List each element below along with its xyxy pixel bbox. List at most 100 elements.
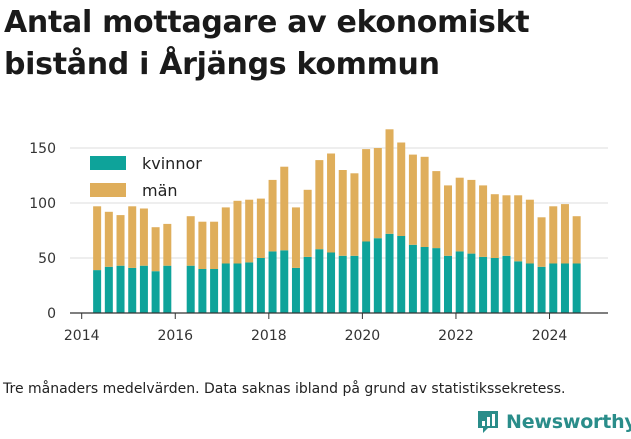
bar-kvinnor (291, 267, 300, 313)
bar-kvinnor (268, 251, 277, 313)
bar-kvinnor (221, 263, 230, 313)
bar-man (268, 179, 277, 252)
bar-man (128, 206, 137, 268)
bar-man (163, 223, 172, 266)
bar-man (479, 185, 488, 257)
bar-kvinnor (502, 255, 511, 313)
y-axis: 0 50 100 150 (29, 141, 56, 322)
bar-man (444, 185, 453, 256)
legend-swatch-man (90, 183, 126, 197)
bar-kvinnor (455, 251, 464, 313)
newsworthy-logo-icon (478, 411, 498, 433)
bar-man (560, 204, 569, 264)
bar-man (280, 166, 289, 251)
bar-man (245, 199, 254, 263)
bar-man (104, 211, 113, 267)
x-tick-label: 2014 (64, 328, 100, 344)
bar-kvinnor (560, 263, 569, 313)
bar-kvinnor (432, 248, 441, 313)
x-axis: 2014 2016 2018 2020 2022 2024 (64, 312, 608, 344)
bar-man (303, 189, 312, 257)
bar-kvinnor (327, 252, 336, 313)
bar-man (549, 206, 558, 264)
bar-man (151, 227, 160, 272)
bar-kvinnor (198, 269, 207, 313)
bar-man (233, 200, 242, 264)
bar-man (373, 148, 382, 239)
y-tick-label: 0 (47, 306, 56, 322)
bar-man (210, 221, 219, 269)
bar-man (537, 217, 546, 267)
bar-man (432, 171, 441, 249)
bar-man (221, 207, 230, 264)
bar-man (385, 129, 394, 234)
bar-kvinnor (93, 270, 102, 313)
bar-kvinnor (256, 258, 265, 313)
bar-kvinnor (338, 255, 347, 313)
legend-label-kvinnor: kvinnor (142, 154, 202, 173)
bar-kvinnor (186, 265, 195, 313)
bar-kvinnor (408, 244, 417, 313)
bar-man (572, 216, 581, 264)
bar-kvinnor (163, 265, 172, 313)
bar-kvinnor (514, 261, 523, 313)
x-tick-label: 2020 (345, 328, 381, 344)
bar-kvinnor (151, 271, 160, 313)
bar-kvinnor (444, 255, 453, 313)
x-tick-label: 2018 (251, 328, 287, 344)
bar-kvinnor (467, 253, 476, 313)
legend: kvinnor män (90, 154, 202, 200)
legend-label-man: män (142, 181, 178, 200)
bar-kvinnor (128, 267, 137, 313)
bar-kvinnor (210, 269, 219, 313)
bar-kvinnor (549, 263, 558, 313)
bar-kvinnor (315, 249, 324, 313)
bar-kvinnor (537, 266, 546, 313)
bar-man (420, 156, 429, 247)
bar-kvinnor (104, 266, 113, 313)
x-tick-label: 2016 (157, 328, 193, 344)
bar-man (350, 173, 359, 256)
bar-man (338, 170, 347, 256)
bar-man (256, 198, 265, 258)
bar-kvinnor (116, 265, 125, 313)
bar-man (525, 199, 534, 264)
bar-man (291, 207, 300, 268)
newsworthy-logo-text: Newsworthy (506, 411, 631, 433)
bar-man (116, 215, 125, 266)
bar-man (514, 195, 523, 262)
chart: 2014 2016 2018 2020 2022 2024 0 50 100 150 kvinn… (29, 129, 608, 344)
y-tick-label: 150 (29, 141, 56, 157)
bar-man (455, 177, 464, 252)
bar-kvinnor (572, 263, 581, 313)
bar-kvinnor (233, 263, 242, 313)
bar-man (467, 179, 476, 254)
bar-kvinnor (490, 258, 499, 313)
x-tick-label: 2024 (532, 328, 568, 344)
bar-kvinnor (350, 255, 359, 313)
bar-man (93, 206, 102, 271)
bar-kvinnor (303, 256, 312, 313)
bar-kvinnor (362, 241, 371, 313)
bar-man (186, 216, 195, 266)
chart-caption: Tre månaders medelvärden. Data saknas ib… (3, 381, 566, 397)
bar-kvinnor (139, 265, 148, 313)
chart-title: Antal mottagare av ekonomiskt bistånd i … (4, 5, 530, 82)
bar-man (139, 208, 148, 266)
bar-man (198, 221, 207, 269)
bar-kvinnor (397, 236, 406, 313)
bar-man (327, 153, 336, 253)
bar-kvinnor (525, 263, 534, 313)
newsworthy-logo[interactable]: Newsworthy (476, 407, 631, 437)
bar-kvinnor (280, 250, 289, 313)
x-tick-label: 2022 (438, 328, 474, 344)
bar-man (397, 142, 406, 236)
y-tick-label: 50 (38, 251, 56, 267)
bar-man (502, 195, 511, 256)
bar-kvinnor (385, 233, 394, 313)
bar-man (408, 154, 417, 245)
bar-kvinnor (245, 262, 254, 313)
bar-kvinnor (373, 238, 382, 313)
bar-man (315, 160, 324, 250)
y-tick-label: 100 (29, 196, 56, 212)
